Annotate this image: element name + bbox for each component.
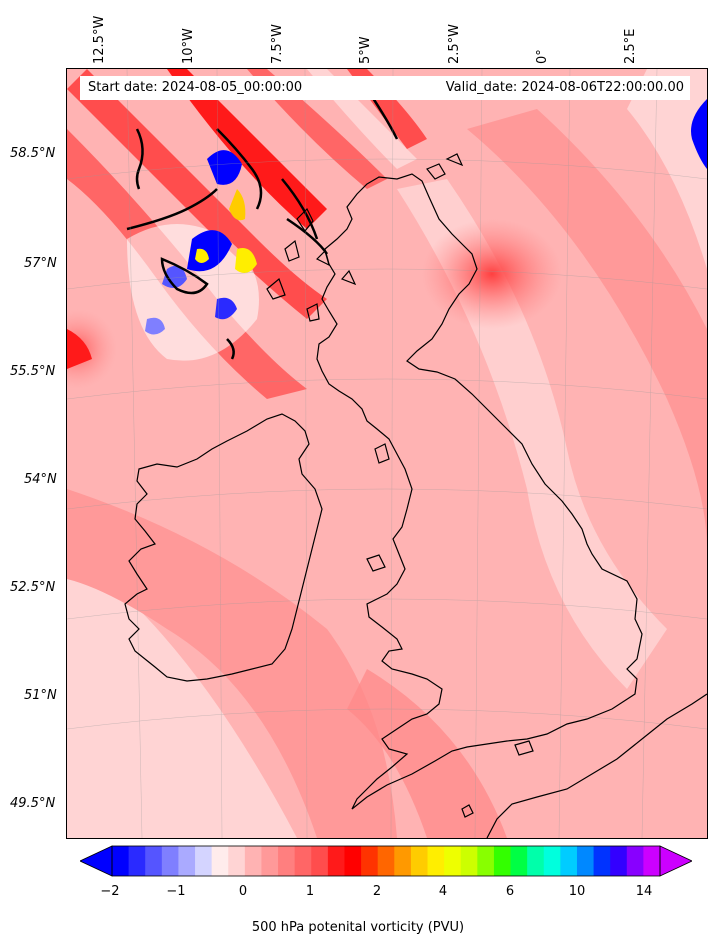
east-edge-negative-pv	[691, 99, 707, 169]
coastline-scottish-isles	[266, 207, 357, 322]
colorbar-swatch	[560, 846, 578, 876]
colorbar-title: 500 hPa potenital vorticity (PVU)	[251, 920, 465, 935]
valid-date-label: Valid_date: 2024-08-06T22:00:00.00	[445, 80, 684, 95]
colorbar-swatch	[344, 846, 362, 876]
lon-label-5w: 5°W	[358, 36, 373, 64]
colorbar-swatch	[145, 846, 163, 876]
start-date-label: Start date: 2024-08-05_00:00:00	[88, 80, 303, 95]
colorbar-swatch	[410, 846, 429, 876]
colorbar-swatch	[244, 846, 262, 876]
graticule	[67, 69, 707, 838]
colorbar-swatch	[327, 846, 345, 876]
coastline-france	[486, 693, 707, 838]
coastlines	[124, 153, 707, 838]
lat-label-58.5n: 58.5°N	[10, 146, 56, 161]
colorbar-swatch	[195, 846, 213, 876]
lon-label-7.5w: 7.5°W	[270, 23, 285, 64]
field-max-west	[67, 309, 117, 389]
colorbar-swatch	[228, 846, 246, 876]
lon-label-2.5e: 2.5°E	[623, 28, 638, 64]
colorbar-tick-label: 10	[568, 884, 586, 899]
map-panel[interactable]	[66, 68, 708, 839]
colorbar-tick-label: 0	[238, 884, 248, 899]
colorbar-swatch	[294, 846, 312, 876]
coastline-anglesey	[366, 554, 386, 572]
coastline-ireland	[124, 413, 323, 682]
colorbar-swatch	[444, 846, 462, 876]
colorbar-swatch	[261, 846, 279, 876]
colorbar-tick-label: 4	[438, 884, 448, 899]
lat-label-57n: 57°N	[24, 256, 57, 271]
colorbar-swatch	[361, 846, 379, 876]
colorbar-swatch	[178, 846, 196, 876]
colorbar-swatch	[510, 846, 528, 876]
field-max-northeast	[422, 219, 562, 329]
pv-contours	[126, 88, 399, 360]
colorbar-swatch	[311, 846, 329, 876]
colorbar-swatch	[626, 846, 644, 876]
colorbar-swatch	[112, 846, 130, 876]
coastline-isle-of-man	[374, 443, 390, 464]
colorbar-swatch	[128, 846, 146, 876]
pv-field-map	[67, 69, 707, 838]
field-band-light-southwest	[67, 549, 297, 838]
colorbar-swatch	[161, 846, 179, 876]
colorbar-swatch	[576, 846, 595, 876]
colorbar-tick-label: −2	[100, 884, 120, 899]
colorbar-tick-label: 2	[372, 884, 382, 899]
lat-label-49.5n: 49.5°N	[10, 796, 56, 811]
colorbar-tick-label: 1	[305, 884, 315, 899]
lat-label-54n: 54°N	[24, 472, 57, 487]
date-info-box: Start date: 2024-08-05_00:00:00 Valid_da…	[80, 76, 690, 100]
colorbar-over-arrow	[659, 845, 692, 877]
colorbar-swatch	[460, 846, 478, 876]
colorbar-swatch	[477, 846, 495, 876]
colorbar-swatch	[211, 846, 229, 876]
colorbar-swatch	[543, 846, 561, 876]
colorbar-tick-label: 6	[505, 884, 515, 899]
colorbar-swatch	[493, 846, 512, 876]
colorbar	[80, 845, 692, 877]
lat-label-55.5n: 55.5°N	[10, 364, 56, 379]
coastline-orkney	[426, 153, 464, 180]
colorbar-swatch	[610, 846, 628, 876]
lon-label-2.5w: 2.5°W	[447, 23, 462, 64]
colorbar-swatch	[278, 846, 296, 876]
lat-label-52.5n: 52.5°N	[10, 580, 56, 595]
colorbar-segments	[112, 846, 661, 876]
colorbar-swatch	[643, 846, 661, 876]
colorbar-swatch	[377, 846, 395, 876]
field-band-dark-west	[67, 489, 397, 838]
field-band-south-dark	[347, 669, 507, 838]
colorbar-under-arrow	[80, 845, 113, 877]
colorbar-tick-label: −1	[166, 884, 186, 899]
lon-label-0: 0°	[535, 49, 550, 64]
lon-label-12.5w: 12.5°W	[92, 15, 107, 64]
colorbar-swatch	[527, 846, 545, 876]
colorbar-swatch	[394, 846, 412, 876]
colorbar-tick-label: 14	[635, 884, 653, 899]
field-band-dark-east	[467, 109, 707, 549]
coastline-isle-of-wight	[514, 740, 534, 756]
colorbar-swatch	[593, 846, 611, 876]
lat-label-51n: 51°N	[24, 688, 57, 703]
colorbar-outline	[111, 845, 661, 877]
coastline-great-britain	[316, 173, 643, 810]
lon-label-10w: 10°W	[181, 28, 196, 64]
coastline-channel-islands	[461, 804, 474, 818]
colorbar-swatch	[427, 846, 445, 876]
